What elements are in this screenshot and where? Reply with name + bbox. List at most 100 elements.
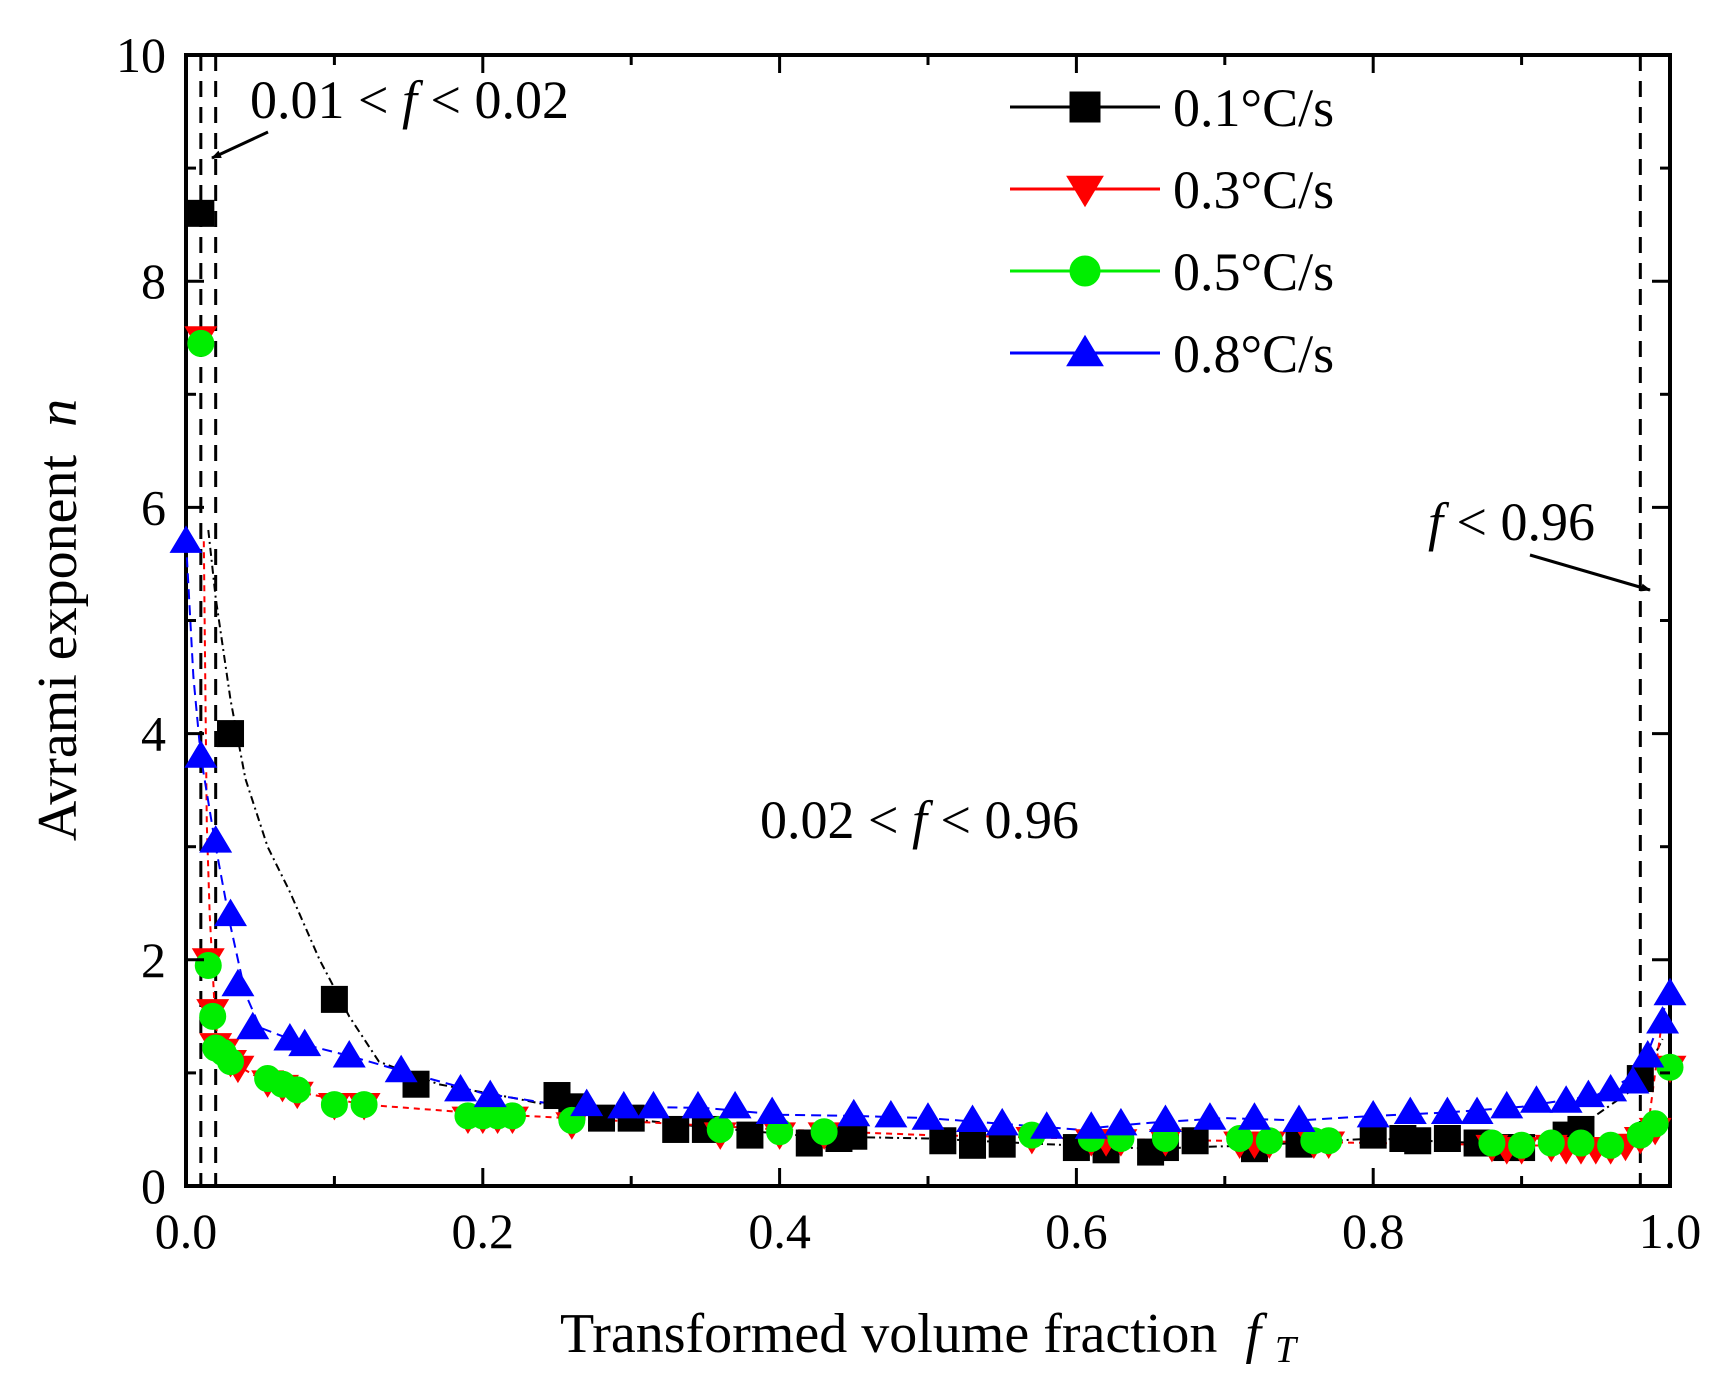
y-axis-title-text: Avrami exponent	[27, 454, 89, 841]
data-point-0-8-c-s	[1646, 1006, 1680, 1034]
data-point-0-8-c-s	[755, 1096, 789, 1125]
data-point-0-5-c-s	[706, 1115, 734, 1143]
data-point-0-5-c-s	[810, 1118, 838, 1146]
x-tick-label: 0.0	[155, 1203, 218, 1259]
data-point-0-8-c-s	[837, 1098, 871, 1127]
vertical-reference-lines	[199, 55, 1642, 1186]
x-axis-subscript: T	[1275, 1329, 1299, 1371]
data-point-0-8-c-s	[288, 1028, 322, 1057]
data-point-0-8-c-s	[1282, 1104, 1316, 1132]
data-point-0-8-c-s	[444, 1073, 478, 1102]
data-point-0-8-c-s	[636, 1090, 670, 1119]
legend-marker-0-8-c-s	[1066, 334, 1104, 367]
x-tick-label: 1.0	[1639, 1203, 1702, 1259]
data-point-0-8-c-s	[473, 1079, 507, 1108]
x-tick-label: 0.4	[748, 1203, 811, 1259]
y-tick-label: 8	[141, 253, 166, 309]
data-point-0-8-c-s	[384, 1054, 418, 1083]
y-tick-label: 2	[141, 932, 166, 988]
data-point-0-8-c-s	[1519, 1085, 1553, 1113]
data-point-0-8-c-s	[1193, 1102, 1227, 1130]
annotation-mid-range-pre: 0.02 <	[760, 790, 912, 850]
annotation-arrow-low	[211, 130, 269, 160]
data-point-0-5-c-s	[187, 329, 215, 357]
data-point-0-8-c-s	[956, 1104, 990, 1132]
data-point-0-1-c-s	[1181, 1127, 1209, 1155]
data-point-0-8-c-s	[1104, 1107, 1138, 1136]
data-point-0-8-c-s	[681, 1090, 715, 1119]
data-point-0-1-c-s	[217, 720, 245, 748]
data-point-0-5-c-s	[1226, 1124, 1254, 1152]
y-tick-label: 4	[141, 706, 166, 762]
data-point-0-5-c-s	[320, 1091, 348, 1119]
data-point-0-5-c-s	[283, 1076, 311, 1104]
data-point-0-5-c-s	[1567, 1129, 1595, 1157]
data-point-0-5-c-s	[194, 951, 222, 979]
data-point-0-8-c-s	[1356, 1099, 1390, 1128]
data-point-0-8-c-s	[570, 1088, 604, 1117]
annotation-low-range: 0.01 < f < 0.02	[250, 70, 569, 130]
data-point-0-8-c-s	[874, 1099, 908, 1128]
data-point-0-8-c-s	[1653, 977, 1687, 1006]
data-point-0-8-c-s	[1030, 1111, 1064, 1139]
data-point-0-1-c-s	[1433, 1124, 1461, 1152]
data-point-0-5-c-s	[1315, 1127, 1343, 1155]
annotation-low-range-post: < 0.02	[417, 70, 569, 130]
y-tick-label: 6	[141, 479, 166, 535]
annotation-mid-range: 0.02 < f < 0.96	[760, 790, 1079, 850]
series-markers	[169, 199, 1687, 1166]
data-point-0-1-c-s	[929, 1127, 957, 1155]
data-point-0-8-c-s	[169, 525, 203, 553]
legend-label-0-8-c-s: 0.8°C/s	[1173, 324, 1334, 384]
annotation-high-range-post: < 0.96	[1443, 492, 1595, 552]
data-point-0-5-c-s	[350, 1091, 378, 1119]
data-point-0-5-c-s	[1255, 1127, 1283, 1155]
data-point-0-8-c-s	[985, 1107, 1019, 1136]
data-point-0-8-c-s	[214, 898, 248, 927]
data-point-0-8-c-s	[1460, 1096, 1494, 1125]
data-point-0-1-c-s	[840, 1122, 868, 1150]
annotation-low-range-pre: 0.01 <	[250, 70, 402, 130]
data-point-0-1-c-s	[187, 199, 215, 227]
legend-label-0-1-c-s: 0.1°C/s	[1173, 78, 1334, 138]
legend-label-0-5-c-s: 0.5°C/s	[1173, 242, 1334, 302]
data-point-0-8-c-s	[1490, 1090, 1524, 1119]
data-point-0-5-c-s	[498, 1102, 526, 1130]
legend-marker-0-5-c-s	[1069, 255, 1101, 287]
data-point-0-5-c-s	[217, 1048, 245, 1076]
x-tick-label: 0.6	[1045, 1203, 1108, 1259]
data-point-0-1-c-s	[988, 1130, 1016, 1158]
x-tick-label: 0.8	[1342, 1203, 1405, 1259]
data-point-0-8-c-s	[199, 825, 233, 853]
legend-marker-0-3-c-s	[1066, 175, 1104, 208]
data-point-0-8-c-s	[1148, 1104, 1182, 1132]
y-tick-label: 0	[141, 1158, 166, 1214]
data-point-0-8-c-s	[221, 968, 255, 997]
data-point-0-5-c-s	[1537, 1129, 1565, 1157]
data-point-0-1-c-s	[320, 985, 348, 1013]
x-tick-label: 0.2	[452, 1203, 515, 1259]
data-point-0-5-c-s	[1508, 1131, 1536, 1159]
data-point-0-5-c-s	[1597, 1131, 1625, 1159]
y-tick-label: 10	[116, 27, 166, 83]
annotation-mid-range-post: < 0.96	[927, 790, 1079, 850]
x-axis-title: Transformed volume fraction f T	[560, 1303, 1299, 1371]
data-point-0-8-c-s	[1594, 1073, 1628, 1102]
plot-frame	[184, 53, 1672, 1188]
data-point-0-1-c-s	[959, 1131, 987, 1159]
data-point-0-1-c-s	[736, 1121, 764, 1149]
data-point-0-8-c-s	[1616, 1066, 1650, 1094]
data-point-0-8-c-s	[1631, 1040, 1665, 1068]
data-point-0-8-c-s	[607, 1090, 641, 1119]
data-point-0-5-c-s	[1478, 1129, 1506, 1157]
data-point-0-8-c-s	[911, 1102, 945, 1130]
data-point-0-8-c-s	[1237, 1102, 1271, 1130]
data-point-0-1-c-s	[1404, 1127, 1432, 1155]
data-point-0-8-c-s	[1074, 1111, 1108, 1139]
data-point-0-5-c-s	[1641, 1110, 1669, 1138]
legend-label-0-3-c-s: 0.3°C/s	[1173, 160, 1334, 220]
x-axis-title-text: Transformed volume fraction	[560, 1303, 1217, 1365]
legend-marker-0-1-c-s	[1069, 91, 1101, 123]
y-axis-title: Avrami exponent n	[27, 399, 89, 841]
